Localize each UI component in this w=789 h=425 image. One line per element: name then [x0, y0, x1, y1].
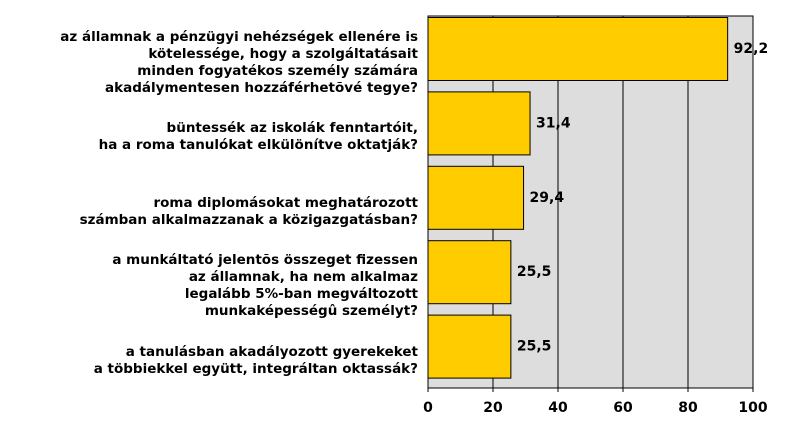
bar — [427, 91, 531, 156]
category-label: roma diplomásokat meghatározott számban … — [79, 194, 418, 228]
x-tick-label: 60 — [613, 400, 633, 416]
value-label: 25,5 — [517, 339, 552, 355]
value-label: 31,4 — [536, 115, 571, 131]
value-label: 92,2 — [734, 41, 769, 57]
x-tick-label: 20 — [483, 400, 503, 416]
category-label: az államnak a pénzügyi nehézségek ellené… — [60, 29, 418, 96]
x-tick-label: 40 — [548, 400, 568, 416]
x-tick-label: 80 — [678, 400, 698, 416]
x-tick-label: 0 — [423, 400, 433, 416]
value-label: 25,5 — [517, 264, 552, 280]
bar — [427, 314, 512, 379]
category-label: a munkáltató jelentõs összeget fizessen … — [112, 252, 418, 320]
category-label: a tanulásban akadályozott gyerekeket a t… — [93, 343, 418, 377]
bar — [427, 240, 512, 305]
category-label: büntessék az iskolák fenntartóit, ha a r… — [98, 120, 418, 154]
value-label: 29,4 — [530, 190, 565, 206]
bar — [427, 165, 525, 230]
bar — [427, 17, 729, 81]
x-tick-label: 100 — [738, 400, 767, 416]
